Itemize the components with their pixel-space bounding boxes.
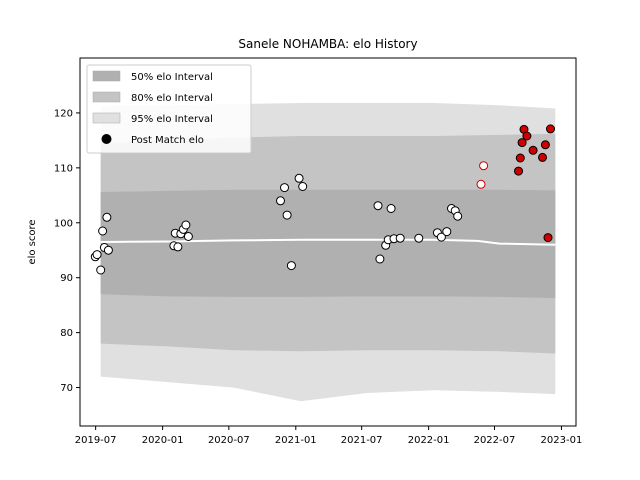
median-elo-line [100, 238, 556, 246]
post-match-point-27 [414, 233, 424, 243]
median-elo-line-group [100, 238, 556, 246]
x-tick-label-7: 2023-01 [541, 435, 583, 446]
y-tick-label-5: 120 [54, 108, 73, 119]
post-match-point-36 [514, 166, 523, 176]
post-match-point-9 [173, 242, 183, 252]
y-tick-label-4: 110 [54, 163, 73, 174]
post-match-points [90, 124, 555, 275]
post-match-point-3 [98, 226, 108, 236]
post-match-point-5 [102, 212, 112, 222]
axes-frame [79, 57, 577, 427]
post-match-point-34 [476, 179, 486, 189]
y-tick-label-3: 100 [54, 218, 73, 229]
post-match-point-6 [103, 245, 113, 255]
post-match-point-41 [528, 145, 538, 155]
post-match-point-37 [515, 153, 525, 163]
legend-label-2: 95% elo Interval [131, 114, 213, 125]
post-match-point-44 [543, 233, 553, 243]
post-match-point-12 [181, 220, 191, 230]
post-match-point-24 [386, 204, 396, 213]
post-match-point-14 [276, 196, 285, 206]
post-match-point-40 [522, 131, 532, 141]
x-axis: 2019-07 2020-01 2020-07 2021-01 2021-07 2022-… [75, 426, 583, 446]
y-tick-label-1: 80 [60, 328, 73, 339]
x-tick-label-2: 2020-07 [208, 435, 250, 446]
x-tick-label-0: 2019-07 [75, 435, 117, 446]
y-tick-label-0: 70 [60, 383, 73, 394]
x-tick-label-6: 2022-07 [474, 435, 516, 446]
y-tick-label-2: 90 [60, 273, 73, 284]
x-tick-label-3: 2021-01 [275, 435, 317, 446]
post-match-point-33 [453, 211, 463, 221]
legend-label-1: 80% elo Interval [131, 93, 213, 104]
x-tick-label-1: 2020-01 [142, 435, 184, 446]
y-axis: 70 80 90 100 110 120 [54, 108, 80, 394]
x-tick-label-5: 2022-01 [408, 435, 450, 446]
post-match-point-26 [395, 233, 405, 243]
post-match-point-21 [375, 254, 385, 264]
post-match-point-19 [298, 182, 308, 191]
post-match-point-18 [294, 173, 304, 183]
x-tick-label-4: 2021-07 [341, 435, 383, 446]
post-match-point-38 [517, 138, 527, 148]
legend-marker-3 [101, 134, 112, 144]
post-match-point-43 [540, 140, 550, 150]
legend: 50% elo Interval 80% elo Interval 95% elo … [86, 64, 252, 154]
band-50-interval [100, 189, 556, 298]
post-match-point-29 [436, 232, 446, 242]
chart-title: Sanele NOHAMBA: elo History [238, 37, 417, 51]
interval-bands [100, 103, 556, 402]
post-match-point-2 [96, 265, 106, 275]
y-axis-label: elo score [27, 219, 38, 264]
legend-swatch-2 [92, 112, 121, 124]
post-match-point-45 [546, 124, 555, 134]
post-match-point-42 [538, 152, 547, 162]
post-match-point-15 [280, 183, 289, 193]
legend-label-3: Post Match elo [131, 135, 204, 146]
post-match-point-30 [442, 227, 452, 237]
legend-swatch-1 [92, 91, 121, 103]
post-match-point-16 [282, 210, 292, 220]
legend-label-0: 50% elo Interval [131, 72, 213, 83]
post-match-point-35 [479, 161, 489, 171]
legend-swatch-0 [92, 70, 121, 82]
post-match-point-17 [286, 261, 296, 271]
post-match-point-1 [92, 250, 102, 260]
plot-area [90, 103, 556, 402]
post-match-point-20 [373, 201, 383, 211]
legend-box [86, 64, 252, 154]
post-match-point-13 [183, 232, 193, 241]
